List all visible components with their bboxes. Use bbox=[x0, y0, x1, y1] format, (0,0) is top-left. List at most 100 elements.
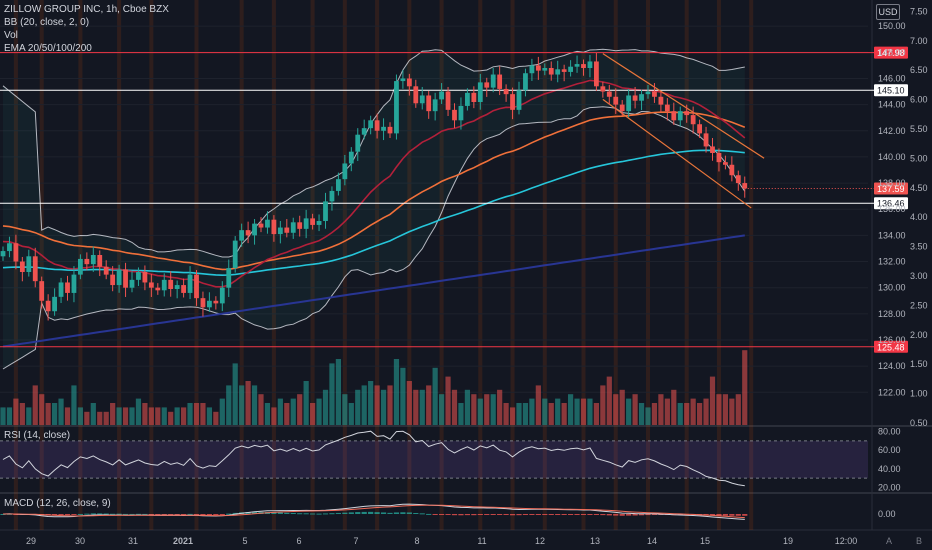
candle-body bbox=[697, 124, 702, 134]
candle-body bbox=[71, 274, 77, 293]
volume-bar bbox=[503, 403, 509, 425]
volume-bar bbox=[271, 407, 277, 425]
macd-histogram-bar bbox=[432, 514, 438, 515]
volume-bar bbox=[716, 394, 722, 425]
macd-histogram-bar bbox=[632, 514, 638, 516]
volume-bar bbox=[239, 385, 245, 425]
macd-histogram-bar bbox=[619, 514, 625, 516]
macd-histogram-bar bbox=[97, 513, 103, 515]
price-tick-label: 132.00 bbox=[878, 257, 906, 267]
bb-legend[interactable]: BB (20, close, 2, 0) bbox=[4, 17, 90, 28]
candle-body bbox=[65, 282, 70, 293]
macd-histogram-bar bbox=[742, 514, 748, 516]
macd-histogram-bar bbox=[490, 514, 496, 515]
volume-bar bbox=[71, 385, 77, 425]
volume-bar bbox=[458, 403, 464, 425]
macd-legend[interactable]: MACD (12, 26, close, 9) bbox=[4, 498, 111, 509]
macd-histogram-bar bbox=[187, 513, 193, 515]
session-shade bbox=[646, 0, 650, 530]
candle-body bbox=[677, 111, 683, 121]
trend-line bbox=[602, 98, 752, 209]
macd-histogram-bar bbox=[271, 512, 277, 514]
volume-bar bbox=[52, 403, 58, 425]
macd-histogram-bar bbox=[651, 514, 658, 515]
price-tick-label: 148.00 bbox=[878, 47, 906, 57]
volume-bar bbox=[297, 394, 303, 425]
volume-bar bbox=[632, 394, 638, 425]
macd-histogram-bar bbox=[374, 512, 380, 514]
candle-body bbox=[329, 190, 335, 202]
volume-bar bbox=[477, 398, 483, 425]
volume-bar bbox=[548, 403, 554, 425]
macd-histogram-bar bbox=[497, 514, 503, 515]
candle-body bbox=[226, 268, 232, 288]
macd-histogram-bar bbox=[387, 512, 393, 514]
candle-body bbox=[626, 95, 632, 112]
macd-histogram-bar bbox=[522, 514, 529, 515]
candle-body bbox=[658, 96, 664, 105]
volume-bar bbox=[445, 376, 451, 425]
candle-body bbox=[39, 281, 45, 301]
candle-body bbox=[394, 81, 399, 134]
price-tick-label: 122.00 bbox=[878, 387, 906, 397]
price-tick-label: 136.00 bbox=[878, 204, 906, 214]
volume-bar bbox=[148, 407, 154, 425]
volume-bar bbox=[0, 407, 6, 425]
currency-badge[interactable]: USD bbox=[876, 4, 900, 20]
time-axis-label: 15 bbox=[700, 536, 710, 546]
scale-button[interactable]: B bbox=[916, 536, 922, 546]
macd-histogram-bar bbox=[52, 514, 58, 516]
volume-bar bbox=[619, 389, 625, 425]
volume-bar bbox=[97, 411, 103, 425]
level-tag bbox=[874, 84, 908, 97]
macd-histogram-bar bbox=[290, 512, 296, 514]
candle-body bbox=[239, 230, 245, 241]
price-tick-label: 150.00 bbox=[878, 21, 906, 31]
candle-body bbox=[252, 223, 257, 236]
volume-bar bbox=[613, 394, 619, 425]
volume-bar bbox=[219, 398, 225, 425]
rsi-legend[interactable]: RSI (14, close) bbox=[4, 430, 71, 441]
macd-histogram-bar bbox=[329, 513, 335, 515]
volume-bar bbox=[348, 403, 354, 425]
session-shade bbox=[716, 0, 721, 530]
volume-bar bbox=[77, 407, 83, 425]
volume-bar bbox=[426, 385, 432, 425]
candle-body bbox=[735, 175, 741, 184]
candle-body bbox=[419, 95, 425, 104]
macd-histogram-bar bbox=[587, 514, 593, 515]
candle-body bbox=[723, 162, 728, 165]
macd-histogram-bar bbox=[310, 513, 316, 515]
vol-legend[interactable]: Vol bbox=[4, 30, 18, 41]
macd-histogram-bar bbox=[110, 513, 116, 515]
candle-body bbox=[232, 240, 238, 269]
volume-bar bbox=[522, 403, 529, 425]
volume-bar bbox=[39, 394, 45, 425]
macd-histogram-bar bbox=[251, 511, 258, 514]
rsi-tick-label: 60.00 bbox=[878, 445, 901, 455]
price-tick-label: 144.00 bbox=[878, 100, 906, 110]
bb-upper-line bbox=[2, 48, 745, 258]
ema-legend[interactable]: EMA 20/50/100/200 bbox=[4, 43, 92, 54]
price-tick-label: 130.00 bbox=[878, 283, 906, 293]
macd-histogram-bar bbox=[174, 514, 180, 515]
macd-histogram-bar bbox=[593, 514, 599, 515]
macd-histogram-bar bbox=[729, 514, 735, 516]
candle-body bbox=[84, 258, 90, 265]
macd-histogram-bar bbox=[535, 514, 541, 515]
volume-bar bbox=[651, 403, 658, 425]
volume-bar bbox=[206, 407, 212, 425]
candle-body bbox=[523, 73, 528, 91]
volume-bar bbox=[284, 403, 290, 425]
symbol-legend[interactable]: ZILLOW GROUP INC, 1h, Cboe BZX bbox=[4, 4, 169, 15]
candle-body bbox=[297, 222, 303, 229]
macd-histogram-bar bbox=[638, 514, 645, 516]
candle-body bbox=[484, 82, 490, 88]
volume-bar bbox=[393, 359, 400, 425]
volume-bar bbox=[542, 398, 548, 425]
scale-button[interactable]: A bbox=[886, 536, 892, 546]
candle-body bbox=[336, 179, 341, 191]
candle-body bbox=[187, 274, 193, 293]
price-tick-label: 146.00 bbox=[878, 73, 906, 83]
